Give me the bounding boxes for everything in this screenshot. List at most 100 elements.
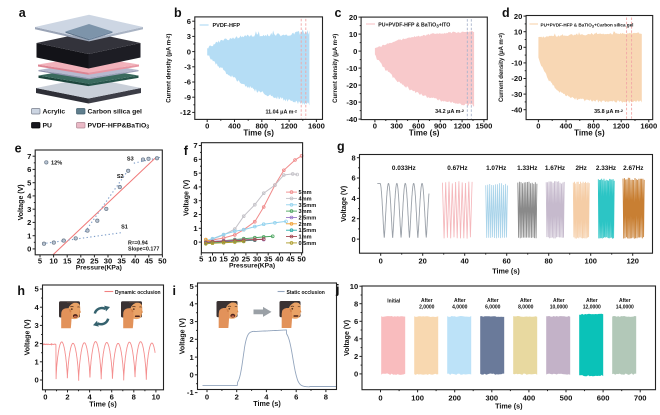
- svg-text:-6: -6: [184, 78, 191, 87]
- svg-text:4: 4: [189, 300, 194, 309]
- svg-text:8: 8: [324, 392, 328, 401]
- svg-text:400: 400: [228, 121, 241, 130]
- svg-text:Time (s): Time (s): [409, 128, 440, 137]
- svg-text:Voltage (V): Voltage (V): [341, 186, 348, 222]
- svg-text:2: 2: [354, 352, 358, 361]
- svg-text:300: 300: [390, 122, 403, 131]
- svg-text:2.67Hz: 2.67Hz: [623, 165, 643, 172]
- svg-text:10: 10: [350, 282, 358, 291]
- svg-text:8: 8: [354, 299, 358, 308]
- svg-text:0: 0: [34, 376, 38, 385]
- svg-text:Time (s): Time (s): [89, 400, 117, 409]
- svg-text:1.67Hz: 1.67Hz: [545, 165, 565, 172]
- svg-text:0: 0: [189, 371, 193, 380]
- svg-text:100: 100: [584, 256, 597, 265]
- svg-text:50: 50: [297, 254, 305, 263]
- svg-text:10: 10: [152, 393, 160, 402]
- svg-text:12%: 12%: [51, 161, 62, 167]
- svg-text:PU+PVDF-HFP & BaTiO3+Carbon si: PU+PVDF-HFP & BaTiO3+Carbon silica gel: [541, 22, 634, 28]
- svg-text:After: After: [454, 298, 466, 304]
- svg-text:4: 4: [193, 183, 198, 192]
- svg-text:0: 0: [378, 394, 382, 403]
- svg-text:11.04 μA m-2: 11.04 μA m-2: [265, 108, 297, 115]
- svg-text:2: 2: [34, 339, 38, 348]
- svg-text:Time (s): Time (s): [495, 402, 523, 411]
- svg-text:6,0000: 6,0000: [485, 304, 501, 310]
- svg-text:2.5mm: 2.5mm: [299, 216, 317, 222]
- svg-text:40: 40: [461, 256, 469, 265]
- svg-text:5: 5: [189, 282, 194, 291]
- svg-text:-30: -30: [346, 98, 357, 107]
- svg-text:6: 6: [354, 317, 358, 326]
- svg-text:After: After: [520, 298, 532, 304]
- svg-text:500: 500: [560, 394, 573, 403]
- svg-text:800: 800: [587, 122, 600, 131]
- svg-text:Acrylic: Acrylic: [43, 109, 66, 116]
- svg-text:3mm: 3mm: [299, 209, 312, 215]
- svg-text:400: 400: [523, 394, 536, 403]
- svg-text:1.5mm: 1.5mm: [299, 228, 317, 234]
- svg-text:0: 0: [373, 122, 377, 131]
- svg-text:25: 25: [90, 256, 99, 265]
- svg-text:Static occlusion: Static occlusion: [287, 290, 325, 296]
- svg-text:0: 0: [27, 245, 31, 254]
- svg-text:g: g: [337, 140, 345, 154]
- svg-text:4: 4: [354, 335, 359, 344]
- svg-text:2: 2: [352, 214, 356, 223]
- svg-text:3: 3: [27, 205, 31, 214]
- svg-text:5: 5: [34, 285, 39, 294]
- svg-text:10: 10: [49, 256, 57, 265]
- svg-text:2.33Hz: 2.33Hz: [596, 165, 616, 172]
- svg-text:4mm: 4mm: [299, 196, 312, 202]
- svg-text:60: 60: [503, 256, 511, 265]
- svg-text:0: 0: [205, 121, 209, 130]
- svg-text:10: 10: [208, 254, 216, 263]
- svg-text:1mm: 1mm: [299, 235, 312, 241]
- svg-text:5: 5: [199, 254, 204, 263]
- svg-text:e: e: [15, 141, 22, 155]
- svg-text:After: After: [553, 298, 565, 304]
- svg-text:30: 30: [104, 256, 112, 265]
- svg-text:6: 6: [294, 392, 298, 401]
- svg-text:400: 400: [560, 122, 573, 131]
- svg-text:20: 20: [349, 13, 357, 22]
- svg-text:100: 100: [411, 394, 424, 403]
- svg-text:Current density (μA m-2): Current density (μA m-2): [332, 34, 340, 103]
- svg-text:5: 5: [27, 178, 32, 187]
- svg-text:3: 3: [189, 317, 193, 326]
- svg-text:Voltage (V): Voltage (V): [184, 180, 191, 216]
- svg-text:2: 2: [27, 218, 31, 227]
- svg-text:0: 0: [353, 47, 357, 56]
- svg-text:Carbon silica gel: Carbon silica gel: [88, 109, 143, 116]
- svg-text:45: 45: [286, 254, 295, 263]
- svg-text:0.67Hz: 0.67Hz: [447, 165, 467, 172]
- svg-text:1200: 1200: [454, 122, 471, 131]
- svg-text:6: 6: [352, 174, 356, 183]
- svg-text:PU+PVDF-HFP & BaTiO3+ITO: PU+PVDF-HFP & BaTiO3+ITO: [378, 22, 450, 28]
- svg-text:8: 8: [132, 393, 136, 402]
- svg-text:3: 3: [34, 321, 38, 330]
- svg-text:1200: 1200: [613, 122, 630, 131]
- svg-text:1.33Hz: 1.33Hz: [517, 165, 537, 172]
- svg-text:S1: S1: [121, 225, 128, 231]
- svg-text:1: 1: [189, 353, 194, 362]
- svg-text:50: 50: [158, 256, 166, 265]
- svg-text:2mm: 2mm: [299, 222, 312, 228]
- svg-text:2: 2: [65, 393, 69, 402]
- svg-text:0: 0: [518, 43, 522, 52]
- svg-text:a: a: [19, 6, 27, 20]
- svg-text:1: 1: [27, 231, 32, 240]
- svg-text:20: 20: [419, 256, 427, 265]
- svg-text:300: 300: [485, 394, 498, 403]
- svg-text:600: 600: [412, 122, 425, 131]
- svg-text:1500: 1500: [475, 122, 492, 131]
- svg-text:40: 40: [275, 254, 283, 263]
- svg-text:S3: S3: [127, 156, 134, 162]
- svg-text:-30: -30: [511, 90, 522, 99]
- svg-text:6: 6: [110, 393, 114, 402]
- svg-text:After: After: [487, 298, 499, 304]
- svg-text:-10: -10: [511, 59, 522, 68]
- svg-text:0: 0: [536, 122, 540, 131]
- svg-text:d: d: [502, 6, 510, 20]
- svg-text:6: 6: [193, 155, 197, 164]
